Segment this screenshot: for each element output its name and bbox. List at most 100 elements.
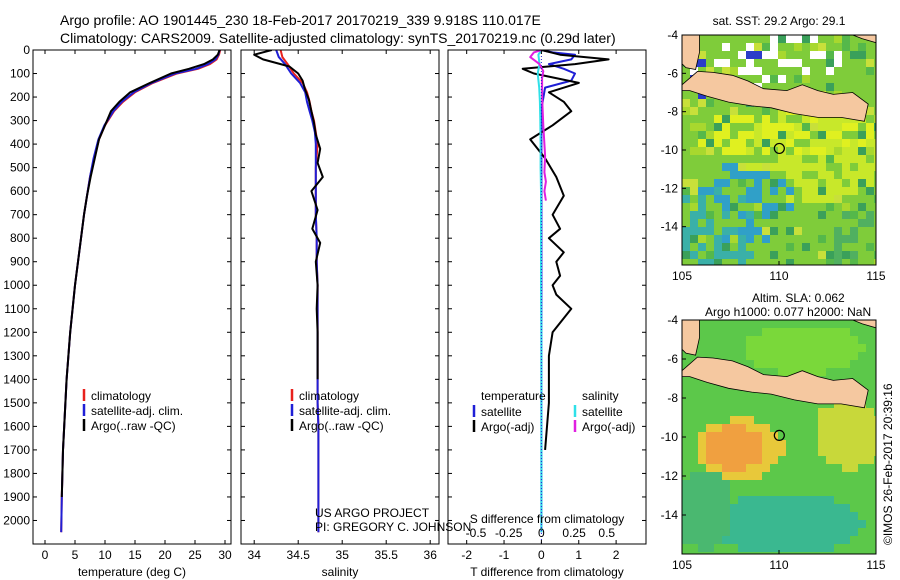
map-cell (818, 131, 826, 139)
map-cell (842, 536, 850, 544)
map-cell (762, 344, 770, 352)
map-cell (874, 259, 876, 265)
map-cell (834, 528, 842, 536)
map-cell (834, 251, 842, 259)
map-cell (834, 59, 842, 67)
map-cell (842, 416, 850, 424)
map-cell (706, 448, 714, 456)
map-cell (778, 179, 786, 187)
map-cell (842, 520, 850, 528)
map-cell (778, 147, 786, 155)
map-cell (682, 512, 690, 520)
map-cell (706, 424, 714, 432)
map-cell (826, 360, 834, 368)
map-cell (794, 123, 802, 131)
java-landmass (682, 70, 869, 122)
map-cell (706, 528, 714, 536)
map-cell (706, 211, 714, 219)
map-cell (730, 528, 738, 536)
map-cell (738, 504, 746, 512)
map-cell (802, 243, 810, 251)
y-tick-label: 1900 (3, 490, 30, 504)
series-line-argo-raw-qc- (60, 50, 221, 498)
map-cell (682, 107, 690, 115)
legend-label: satellite-adj. clim. (299, 404, 391, 418)
map-cell (762, 43, 770, 51)
map-cell (770, 139, 778, 147)
map-cell (738, 211, 746, 219)
map-cell (826, 123, 834, 131)
map-cell (770, 504, 778, 512)
map-cell (842, 328, 850, 336)
map-cell (818, 448, 826, 456)
map-cell (770, 123, 778, 131)
map-cell (802, 528, 810, 536)
map-cell (722, 43, 730, 51)
map-cell (770, 448, 778, 456)
x-top-tick-label: 0.5 (598, 526, 615, 540)
sla-map-title-2: Argo h1000: 0.077 h2000: NaN (705, 305, 871, 319)
map-cell (874, 115, 876, 123)
map-cell (682, 235, 690, 243)
map-cell (858, 43, 866, 51)
map-cell (818, 147, 826, 155)
map-cell (826, 352, 834, 360)
map-cell (818, 235, 826, 243)
map-cell (754, 227, 762, 235)
x-tick-label: 0 (42, 548, 49, 562)
map-cell (698, 528, 706, 536)
map-cell (786, 328, 794, 336)
map-cell (826, 51, 834, 59)
map-cell (858, 163, 866, 171)
map-cell (682, 496, 690, 504)
map-cell (754, 171, 762, 179)
map-cell (706, 99, 714, 107)
map-cell (810, 344, 818, 352)
map-cell (706, 259, 714, 265)
map-cell (754, 536, 762, 544)
map-cell (706, 67, 714, 75)
map-cell (786, 171, 794, 179)
map-cell (762, 227, 770, 235)
map-y-tick-label: -6 (667, 66, 678, 80)
legend-title-temperature: temperature (481, 389, 546, 403)
y-tick-label: 400 (10, 137, 30, 151)
y-tick-label: 2000 (3, 513, 30, 527)
map-cell (826, 59, 834, 67)
x-tick-label: 34.5 (287, 548, 311, 562)
map-cell (714, 472, 722, 480)
map-cell (706, 472, 714, 480)
map-cell (786, 520, 794, 528)
map-y-tick-label: -6 (667, 352, 678, 366)
map-cell (778, 163, 786, 171)
map-cell (842, 115, 850, 123)
map-cell (770, 251, 778, 259)
map-cell (706, 187, 714, 195)
map-cell (802, 179, 810, 187)
map-cell (762, 171, 770, 179)
map-cell (874, 139, 876, 147)
map-cell (778, 440, 786, 448)
map-cell (842, 440, 850, 448)
map-cell (866, 211, 874, 219)
map-cell (770, 512, 778, 520)
map-cell (778, 75, 786, 83)
map-cell (690, 235, 698, 243)
map-cell (746, 440, 754, 448)
map-cell (722, 448, 730, 456)
map-cell (714, 488, 722, 496)
map-cell (738, 456, 746, 464)
map-cell (722, 115, 730, 123)
map-cell (850, 211, 858, 219)
map-cell (802, 123, 810, 131)
map-cell (850, 520, 858, 528)
annotation-pi: PI: GREGORY C. JOHNSON (315, 520, 471, 534)
map-cell (738, 440, 746, 448)
map-cell (730, 67, 738, 75)
map-cell (762, 520, 770, 528)
map-cell (746, 171, 754, 179)
map-cell (682, 504, 690, 512)
title-line-1: Argo profile: AO 1901445_230 18-Feb-2017… (60, 12, 541, 28)
map-cell (826, 115, 834, 123)
series-line-temperature-satellite (540, 50, 576, 533)
